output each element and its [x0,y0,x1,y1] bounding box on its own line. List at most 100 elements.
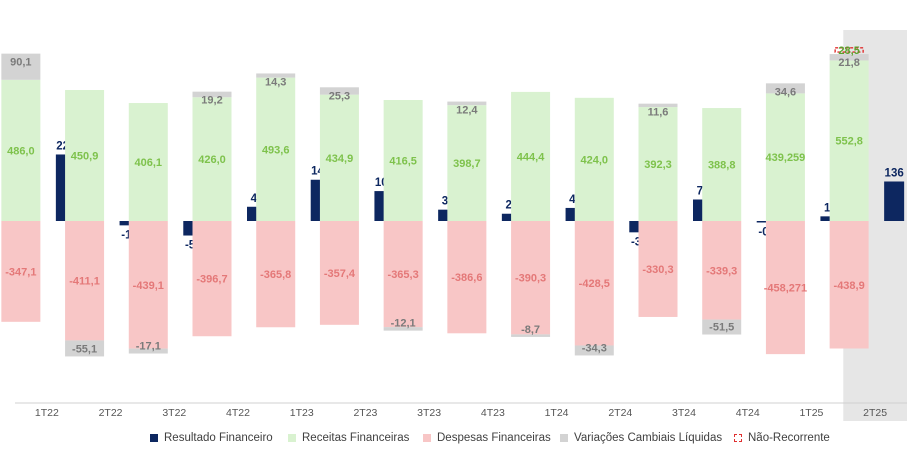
receitas-bar-1t22 [1,79,41,221]
tick-label-1t25: 1T25 [799,407,823,419]
receitas-bar-3t22 [128,103,168,221]
variacoes-bar-2t23 [319,87,359,95]
legend-label-despesas: Despesas Financeiras [437,432,551,444]
despesas-label-3t23: -365,3 [388,269,419,281]
resultado-bar-2t25 [884,181,905,221]
variacoes-bar-3t24 [638,103,678,108]
variacoes-bar-1t25 [765,83,805,94]
tick-label-2t22: 2T22 [99,407,123,419]
variacoes-label-4t23: 12,4 [456,105,478,117]
legend-item-despesas: Despesas Financeiras [423,432,551,444]
legend-swatch-nao-recorrente [734,434,742,442]
despesas-label-4t23: -386,6 [451,272,482,284]
variacoes-bar-1t22 [1,53,41,80]
legend-label-variacoes: Variações Cambiais Líquidas [574,432,723,444]
despesas-bar-3t24 [638,221,678,317]
despesas-label-3t22: -439,1 [133,280,164,292]
despesas-bar-1t25 [765,221,805,355]
legend-swatch-despesas [423,434,431,442]
receitas-label-2t24: 424,0 [581,154,609,166]
despesas-label-2t25: -438,9 [834,280,865,292]
tick-label-4t24: 4T24 [736,407,760,419]
legend-label-resultado: Resultado Financeiro [164,432,273,444]
resultado-label-2t25: 136 [885,167,904,179]
receitas-label-3t22: 406,1 [135,157,163,169]
nao-recorrente-label-2t25: 28,5 [838,45,859,57]
variacoes-bar-4t22 [192,91,232,98]
legend-swatch-variacoes [560,434,568,442]
variacoes-label-4t24: -51,5 [709,322,734,334]
variacoes-bar-2t22 [65,340,105,357]
chart-legend: Resultado Financeiro Receitas Financeira… [0,430,921,450]
despesas-bar-4t24 [702,221,742,320]
despesas-label-3t24: -330,3 [642,264,673,276]
receitas-bar-1t25 [765,93,805,221]
receitas-label-1t23: 493,6 [262,144,290,156]
despesas-bar-2t22 [65,221,105,341]
variacoes-bar-4t23 [447,101,487,106]
tick-label-1t24: 1T24 [545,407,569,419]
despesas-label-4t22: -396,7 [196,274,227,286]
receitas-bar-1t23 [256,77,296,222]
variacoes-label-1t24: -8,7 [521,324,540,336]
variacoes-label-3t24: 11,6 [648,107,669,119]
despesas-label-1t23: -365,8 [260,269,291,281]
variacoes-label-1t22: 90,1 [10,57,31,69]
legend-item-variacoes: Variações Cambiais Líquidas [560,432,722,444]
receitas-bar-2t24 [574,97,614,221]
variacoes-label-1t25: 34,6 [775,86,796,98]
despesas-label-4t24: -339,3 [706,265,737,277]
variacoes-bar-4t24 [702,319,742,335]
tick-label-4t22: 4T22 [226,407,250,419]
receitas-label-4t23: 398,7 [453,158,481,170]
variacoes-label-2t24: -34,3 [582,342,607,354]
variacoes-label-2t25: 21,8 [838,57,859,69]
legend-item-nao-recorrente: Não-Recorrente [734,432,830,444]
despesas-label-1t25: -458,271 [764,283,807,295]
despesas-bar-4t23 [447,221,487,334]
tick-label-3t23: 3T23 [417,407,441,419]
despesas-bar-4t22 [192,221,232,337]
tick-label-4t23: 4T23 [481,407,505,419]
variacoes-bar-1t23 [256,73,296,78]
variacoes-bar-1t24 [511,334,551,337]
receitas-label-2t23: 434,9 [326,153,354,165]
receitas-label-1t22: 486,0 [7,145,35,157]
receitas-bar-2t23 [319,94,359,221]
legend-label-nao-recorrente: Não-Recorrente [748,432,830,444]
despesas-bar-3t23 [383,221,423,328]
tick-label-2t25: 2T25 [863,407,887,419]
receitas-bar-4t22 [192,97,232,221]
despesas-bar-2t24 [574,221,614,346]
receitas-label-3t23: 416,5 [389,156,417,168]
receitas-label-4t22: 426,0 [198,154,226,166]
variacoes-label-1t23: 14,3 [265,76,286,88]
legend-item-receitas: Receitas Financeiras [288,432,409,444]
despesas-bar-2t25 [829,221,869,349]
tick-label-1t23: 1T23 [290,407,314,419]
variacoes-label-2t22: -55,1 [72,343,97,355]
receitas-bar-3t24 [638,107,678,221]
receitas-bar-4t23 [447,105,487,221]
legend-swatch-receitas [288,434,296,442]
receitas-label-1t25: 439,259 [766,152,806,164]
receitas-bar-2t22 [65,90,105,221]
tick-label-2t24: 2T24 [608,407,632,419]
receitas-bar-3t23 [383,100,423,221]
variacoes-label-3t22: -17,1 [136,341,161,353]
receitas-label-4t24: 388,8 [708,160,736,172]
tick-label-2t23: 2T23 [353,407,377,419]
despesas-label-1t24: -390,3 [515,273,546,285]
variacoes-bar-3t23 [383,327,423,331]
legend-swatch-resultado [150,434,158,442]
legend-item-resultado: Resultado Financeiro [150,432,273,444]
despesas-label-2t22: -411,1 [69,276,100,288]
despesas-bar-1t24 [511,221,551,335]
tick-label-1t22: 1T22 [35,407,59,419]
receitas-label-2t22: 450,9 [71,151,99,163]
tick-label-3t22: 3T22 [162,407,186,419]
variacoes-bar-3t22 [128,348,168,354]
receitas-label-3t24: 392,3 [644,159,672,171]
receitas-bar-2t25 [829,60,869,222]
despesas-bar-1t22 [1,221,41,322]
